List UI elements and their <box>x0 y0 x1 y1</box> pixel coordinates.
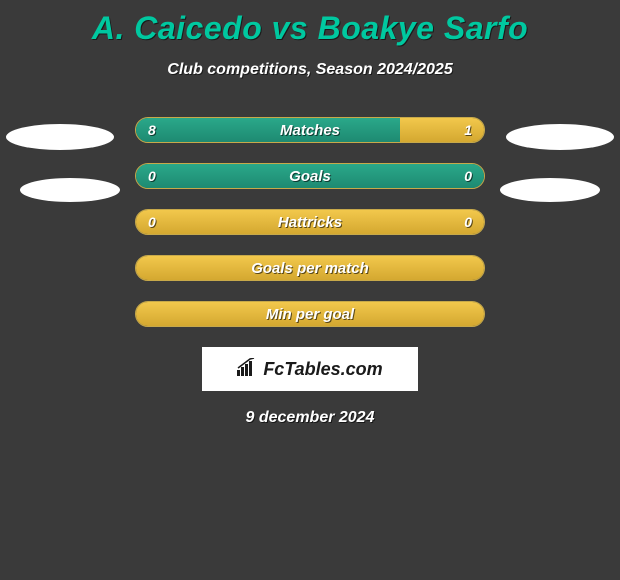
player-left-photo-placeholder-1 <box>6 124 114 150</box>
stat-label: Matches <box>136 118 484 142</box>
stat-bar: 00Hattricks <box>135 209 485 235</box>
player-left-photo-placeholder-2 <box>20 178 120 202</box>
stat-label: Hattricks <box>136 210 484 234</box>
stat-label: Goals <box>136 164 484 188</box>
date-line: 9 december 2024 <box>0 409 620 427</box>
stat-bar: 81Matches <box>135 117 485 143</box>
stat-bar: 00Goals <box>135 163 485 189</box>
brand-label: FcTables.com <box>237 358 382 381</box>
brand-box: FcTables.com <box>202 347 418 391</box>
stat-bar: Goals per match <box>135 255 485 281</box>
stat-label: Goals per match <box>136 256 484 280</box>
brand-text: FcTables.com <box>263 359 382 380</box>
chart-icon <box>237 358 259 381</box>
stat-bars-container: 81Matches 00Goals 00Hattricks Goals per mat… <box>135 117 485 327</box>
stat-label: Min per goal <box>136 302 484 326</box>
comparison-title: A. Caicedo vs Boakye Sarfo <box>0 0 620 47</box>
stat-bar: Min per goal <box>135 301 485 327</box>
player-right-photo-placeholder-2 <box>500 178 600 202</box>
comparison-subtitle: Club competitions, Season 2024/2025 <box>0 61 620 79</box>
player-right-photo-placeholder-1 <box>506 124 614 150</box>
